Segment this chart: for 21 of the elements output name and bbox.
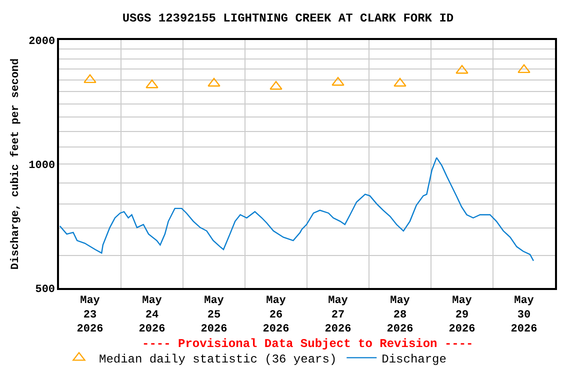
y-axis-title: Discharge, cubic feet per second (8, 58, 22, 270)
x-tick-label: May 28 2026 (386, 294, 414, 336)
line-series (59, 157, 534, 262)
x-tick-label: May 26 2026 (262, 294, 290, 336)
x-tick-label: May 30 2026 (510, 294, 538, 336)
x-tick-label: May 23 2026 (76, 294, 104, 336)
y-tick-label: 1000 (28, 160, 56, 172)
x-tick-label: May 25 2026 (200, 294, 228, 336)
x-tick-label: May 29 2026 (448, 294, 476, 336)
point (84, 74, 96, 84)
y-tick-label: 500 (35, 284, 56, 296)
legend-label: Median daily statistic (36 years) (99, 352, 337, 366)
point (394, 78, 406, 87)
point (518, 64, 530, 74)
x-tick-label: May 24 2026 (138, 294, 166, 336)
point (208, 78, 220, 87)
legend-label: Discharge (382, 352, 446, 366)
x-tick-label: May 27 2026 (324, 294, 352, 336)
text: ---- Provisional Data Subject to Revision ---- (142, 337, 474, 351)
y-tick-label: 2000 (28, 36, 56, 48)
chart-title: USGS 12392155 LIGHTNING CREEK AT CLARK FORK ID (122, 11, 454, 26)
